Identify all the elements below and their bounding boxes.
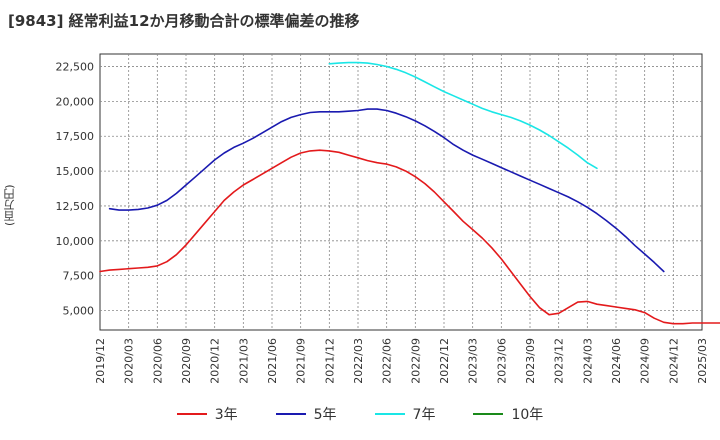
legend-label: 5年 bbox=[313, 407, 337, 423]
x-tick-label: 2019/12 bbox=[94, 338, 107, 384]
legend-item-3: 7年 bbox=[374, 404, 436, 424]
plot-area bbox=[99, 53, 703, 331]
series-lines bbox=[99, 61, 720, 325]
legend: 3年 5年 7年 10年 bbox=[0, 402, 720, 426]
legend-label: 3年 bbox=[214, 407, 238, 423]
y-tick-label: 15,000 bbox=[56, 165, 95, 178]
series-line-3 bbox=[328, 61, 598, 170]
x-tick-label: 2023/03 bbox=[467, 338, 480, 384]
x-tick-label: 2024/03 bbox=[581, 338, 594, 384]
x-tick-label: 2020/03 bbox=[123, 338, 136, 384]
x-tick-label: 2020/12 bbox=[209, 338, 222, 384]
x-tick-label: 2020/09 bbox=[180, 338, 193, 384]
chart-title: [9843] 経常利益12か月移動合計の標準偏差の推移 bbox=[8, 12, 360, 30]
x-tick-label: 2024/06 bbox=[610, 338, 623, 384]
x-tick-label: 2021/09 bbox=[295, 338, 308, 384]
x-tick-label: 2024/12 bbox=[667, 338, 680, 384]
x-tick-label: 2025/03 bbox=[696, 338, 709, 384]
legend-item-1: 3年 bbox=[176, 404, 238, 424]
legend-label: 7年 bbox=[412, 407, 436, 423]
x-tick-label: 2020/06 bbox=[151, 338, 164, 384]
x-tick-label: 2021/06 bbox=[266, 338, 279, 384]
y-tick-label: 20,000 bbox=[56, 95, 95, 108]
legend-swatch bbox=[374, 413, 405, 415]
x-tick-label: 2022/03 bbox=[352, 338, 365, 384]
axes: 2019/12 2020/03 2020/06 2020/09 2020/12 2021/… bbox=[56, 61, 710, 384]
x-tick-label: 2024/09 bbox=[639, 338, 652, 384]
legend-swatch bbox=[275, 413, 306, 415]
series-line-1 bbox=[99, 149, 720, 325]
legend-swatch bbox=[176, 413, 207, 415]
x-tick-label: 2021/12 bbox=[323, 338, 336, 384]
x-tick-label: 2023/06 bbox=[495, 338, 508, 384]
x-tick-label: 2022/09 bbox=[409, 338, 422, 384]
y-tick-label: 22,500 bbox=[56, 61, 95, 74]
x-tick-label: 2021/03 bbox=[237, 338, 250, 384]
x-tick-label: 2023/09 bbox=[524, 338, 537, 384]
y-tick-label: 5,000 bbox=[63, 304, 95, 317]
x-tick-label: 2022/12 bbox=[438, 338, 451, 384]
x-tick-label: 2022/06 bbox=[381, 338, 394, 384]
legend-item-2: 5年 bbox=[275, 404, 337, 424]
y-tick-label: 7,500 bbox=[63, 270, 95, 283]
series-line-2 bbox=[108, 108, 665, 273]
y-tick-label: 10,000 bbox=[56, 235, 95, 248]
legend-item-4: 10年 bbox=[473, 404, 543, 424]
x-tick-label: 2023/12 bbox=[553, 338, 566, 384]
grid-lines bbox=[100, 54, 702, 330]
y-tick-label: 17,500 bbox=[56, 130, 95, 143]
legend-swatch bbox=[473, 413, 504, 415]
y-tick-label: 12,500 bbox=[56, 200, 95, 213]
legend-label: 10年 bbox=[511, 407, 544, 423]
